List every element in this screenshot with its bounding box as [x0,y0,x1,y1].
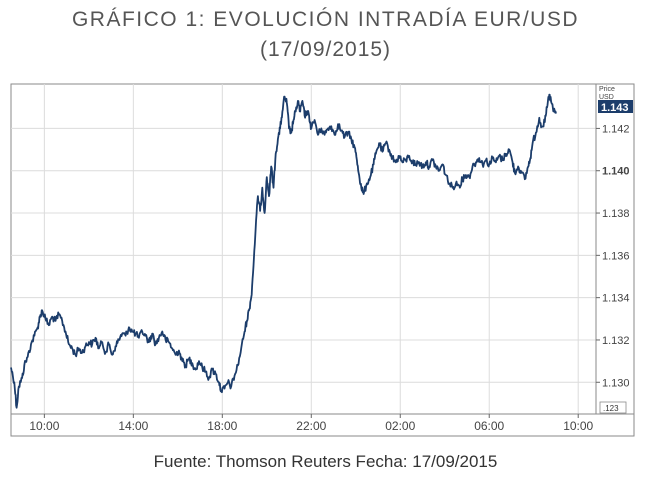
chart-area: Price USD 1.130 1.132 1.134 1.136 1.138 1.140… [10,83,635,437]
x-axis-ticks: 10:00 14:00 18:00 22:00 02:00 06:00 10:00 [29,414,594,433]
source-footer: Fuente: Thomson Reuters Fecha: 17/09/201… [153,452,498,471]
axis-header-usd: USD [599,94,614,101]
x-tick-label: 14:00 [118,419,148,433]
chart-subtitle: (17/09/2015) [259,38,392,61]
corner-label: .123 [603,404,619,413]
x-tick-label: 06:00 [474,419,504,433]
x-tick-label: 10:00 [29,419,59,433]
last-price-label: 1.143 [601,102,629,114]
chart-title: GRÁFICO 1: EVOLUCIÓN INTRADÍA EUR/USD [71,8,580,31]
grid-lines [11,84,596,414]
x-tick-label: 02:00 [385,419,415,433]
plot-frame [10,83,597,415]
y-tick-label: 1.132 [602,335,630,347]
axis-header-price: Price [599,86,615,93]
y-tick-label: 1.142 [602,123,630,135]
x-tick-label: 22:00 [296,419,326,433]
y-tick-label: 1.136 [602,250,630,262]
y-tick-label: 1.138 [602,208,630,220]
x-tick-label: 10:00 [563,419,593,433]
corner-box [599,401,627,414]
time-axis-frame [10,413,635,437]
x-tick-label: 18:00 [207,419,237,433]
y-tick-label: 1.134 [602,293,630,305]
price-line [10,93,557,409]
y-tick-label: 1.130 [602,377,630,389]
last-price-badge [598,100,633,113]
y-axis-ticks: 1.130 1.132 1.134 1.136 1.138 1.140 1.142 [596,123,630,389]
y-tick-label: 1.140 [602,166,630,178]
